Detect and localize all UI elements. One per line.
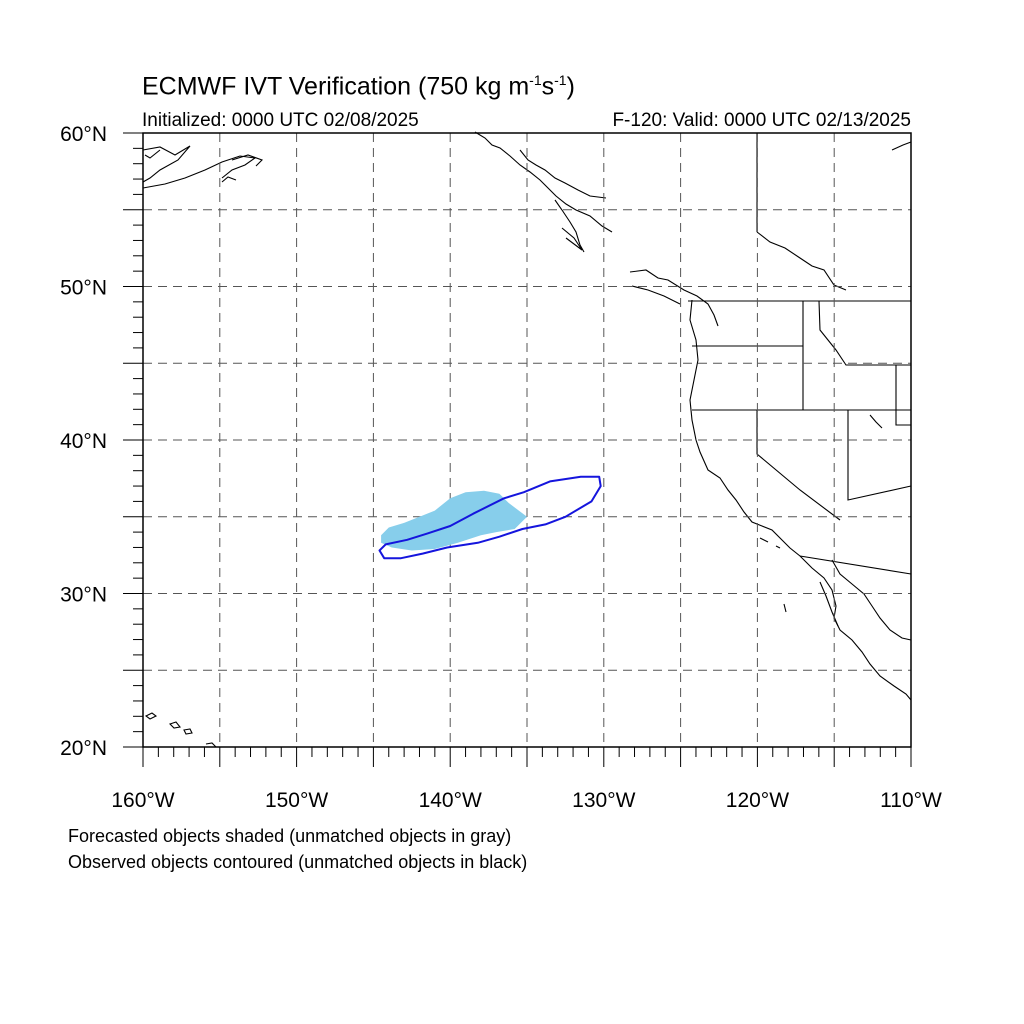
lat-label: 60°N <box>60 123 107 146</box>
lon-label: 120°W <box>726 789 789 812</box>
graticule <box>143 133 911 747</box>
observed-object-contour <box>378 475 602 560</box>
lon-label: 160°W <box>111 789 174 812</box>
lon-label: 110°W <box>880 789 942 812</box>
lon-label: 130°W <box>572 789 635 812</box>
lat-label: 20°N <box>60 737 107 760</box>
map-title: ECMWF IVT Verification (750 kg m-1s-1) <box>142 72 575 101</box>
lon-label: 140°W <box>419 789 482 812</box>
legend-note-forecast: Forecasted objects shaded (unmatched obj… <box>68 826 512 846</box>
valid-time-label: F-120: Valid: 0000 UTC 02/13/2025 <box>612 110 911 131</box>
axis-ticks <box>123 132 912 767</box>
axis-labels: 60°N 50°N 40°N 30°N 20°N 160°W 150°W 140°W 130°W… <box>60 123 942 812</box>
lon-label: 150°W <box>265 789 328 812</box>
lat-label: 30°N <box>60 584 107 607</box>
initialized-label: Initialized: 0000 UTC 02/08/2025 <box>142 110 419 131</box>
legend-note-observed: Observed objects contoured (unmatched ob… <box>68 852 528 872</box>
verification-objects <box>378 475 602 560</box>
lat-label: 40°N <box>60 430 107 453</box>
lat-label: 50°N <box>60 277 107 300</box>
